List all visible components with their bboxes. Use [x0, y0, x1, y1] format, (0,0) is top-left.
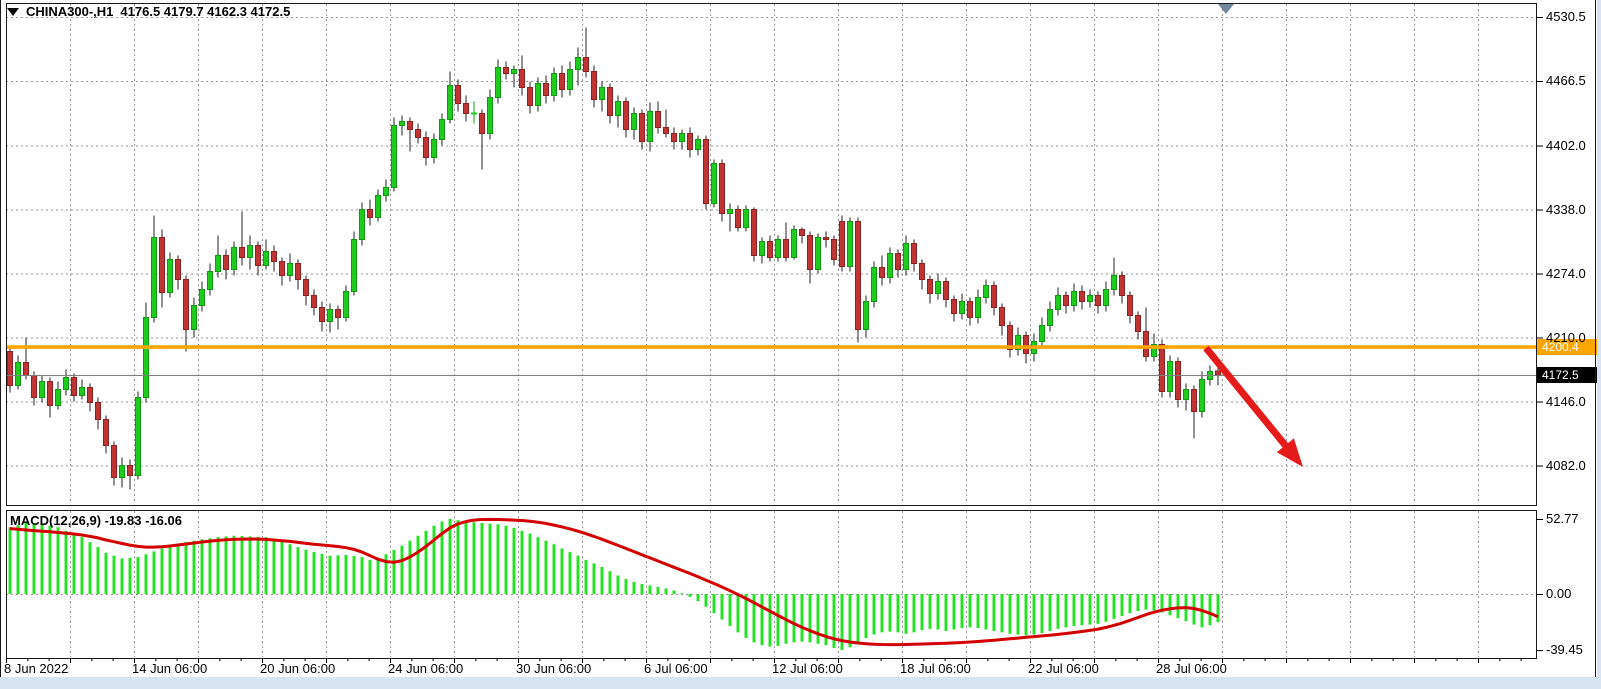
window-bottom-edge [0, 677, 1601, 689]
candles-layer[interactable] [7, 27, 1221, 490]
down-arrow-annotation[interactable] [1203, 345, 1303, 467]
resistance-price-tag: 4200.4 [1537, 339, 1597, 356]
time-axis-label: 20 Jun 06:00 [260, 661, 336, 676]
chevron-down-icon[interactable] [7, 7, 19, 16]
macd-axis-label: -39.45 [1546, 642, 1583, 658]
price-axis-label: 4274.0 [1546, 265, 1586, 281]
window-right-edge [1597, 0, 1601, 677]
current-price-tag: 4172.5 [1537, 367, 1597, 383]
chart-shift-triangle-icon[interactable] [1218, 4, 1234, 14]
macd-indicator-label: MACD(12,26,9) -19.83 -16.06 [10, 513, 182, 528]
macd-axis-label: 52.77 [1546, 510, 1579, 526]
level-lines[interactable] [6, 345, 1536, 376]
time-axis-label: 24 Jun 06:00 [388, 661, 464, 676]
time-axis-label: 22 Jul 06:00 [1028, 661, 1099, 676]
time-axis-label: 12 Jul 06:00 [772, 661, 843, 676]
time-axis-label: 8 Jun 2022 [4, 661, 69, 676]
price-axis-label: 4530.5 [1546, 9, 1586, 24]
window-left-border [0, 0, 1, 677]
window-right-border [1595, 0, 1596, 677]
symbol-period-label: CHINA300-,H1 [26, 4, 114, 19]
price-axis-label: 4466.5 [1546, 73, 1586, 88]
time-axis-label: 18 Jul 06:00 [900, 661, 971, 676]
price-axis-label: 4082.0 [1546, 457, 1586, 473]
macd-histogram[interactable] [8, 518, 1220, 651]
price-axis-label: 4146.0 [1546, 393, 1586, 409]
time-axis-label: 14 Jun 06:00 [132, 661, 208, 676]
macd-signal-line[interactable] [9, 517, 1219, 647]
price-axis-label: 4338.0 [1546, 201, 1586, 217]
time-axis-label: 6 Jul 06:00 [644, 661, 708, 676]
time-axis-label: 28 Jul 06:00 [1156, 661, 1227, 676]
time-axis-label: 30 Jun 06:00 [516, 661, 592, 676]
resistance-line [6, 345, 1536, 349]
chart-title: CHINA300-,H1 4176.5 4179.7 4162.3 4172.5 [7, 4, 290, 19]
grid-lines [6, 4, 1536, 657]
panel-borders [6, 3, 1537, 659]
price-axis-label: 4210.0 [1546, 329, 1586, 345]
price-axis-label: 4402.0 [1546, 137, 1586, 153]
ohlc-values-label: 4176.5 4179.7 4162.3 4172.5 [120, 4, 291, 19]
axis-ticks [6, 17, 1543, 663]
macd-axis-label: 0.00 [1546, 586, 1572, 601]
